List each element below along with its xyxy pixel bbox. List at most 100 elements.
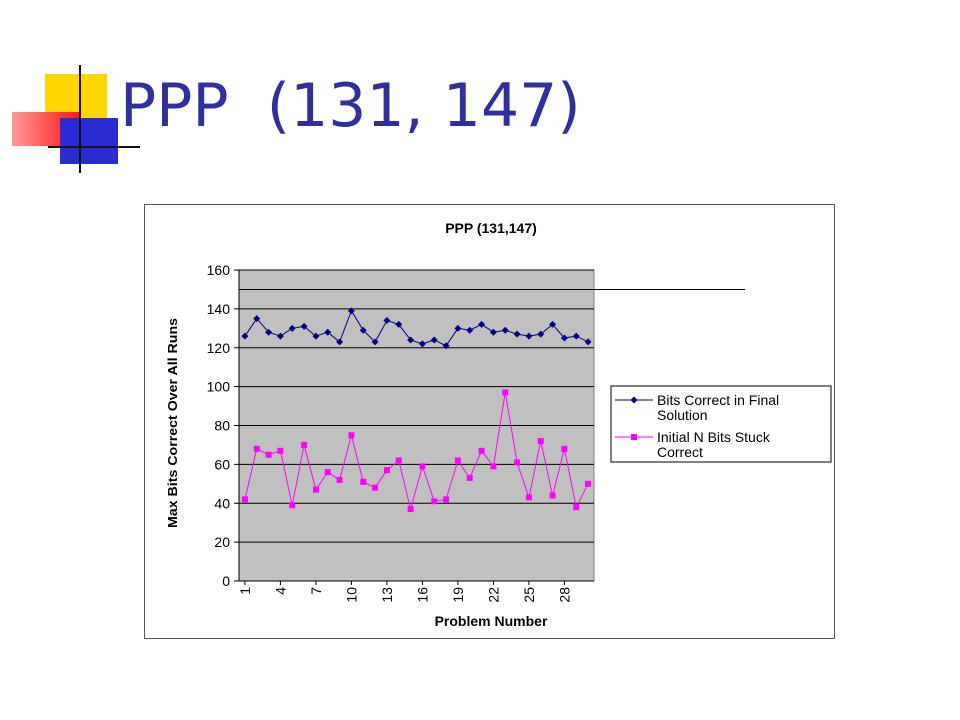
x-tick-label: 25 <box>521 587 537 603</box>
data-point <box>324 328 332 336</box>
chart-legend: Bits Correct in Final Solution Initial N… <box>610 385 832 463</box>
y-tick-label: 0 <box>222 573 230 589</box>
data-point <box>277 447 284 454</box>
data-point <box>525 494 532 501</box>
data-point <box>324 469 331 476</box>
data-point <box>501 326 509 334</box>
data-point <box>383 317 391 325</box>
y-tick-label: 100 <box>207 379 231 395</box>
y-tick-label: 120 <box>207 340 231 356</box>
series-layer <box>241 307 592 513</box>
data-point <box>478 447 485 454</box>
data-point <box>265 451 272 458</box>
data-point <box>276 332 284 340</box>
x-tick-label: 28 <box>556 587 572 603</box>
title-decoration-vertical-line <box>79 65 81 173</box>
legend-label-initial-line1: Initial N Bits Stuck <box>657 429 771 445</box>
data-point <box>301 441 308 448</box>
data-point <box>407 506 414 513</box>
data-point <box>372 484 379 491</box>
y-axis-ticks: 0 20 40 60 80 100 120 140 160 <box>207 262 240 589</box>
data-point <box>443 496 450 503</box>
data-point <box>347 307 355 315</box>
data-point <box>395 320 403 328</box>
y-tick-label: 40 <box>214 495 230 511</box>
data-point <box>572 332 580 340</box>
y-tick-label: 140 <box>207 301 231 317</box>
x-tick-label: 4 <box>272 587 288 595</box>
title-decoration-blue-square <box>60 118 118 164</box>
data-point <box>336 338 344 346</box>
data-point <box>466 326 474 334</box>
data-point <box>407 336 415 344</box>
y-tick-label: 160 <box>207 262 231 278</box>
x-tick-label: 22 <box>485 587 501 603</box>
slide-title: PPP (131, 147) <box>120 71 581 141</box>
data-point <box>585 480 592 487</box>
x-tick-label: 10 <box>343 587 359 603</box>
data-point <box>561 445 568 452</box>
data-point <box>514 459 521 466</box>
title-decoration-horizontal-line <box>48 146 140 148</box>
y-axis-title: Max Bits Correct Over All Runs <box>165 318 180 528</box>
x-tick-label: 7 <box>308 587 324 595</box>
data-point <box>513 330 521 338</box>
data-point <box>253 445 260 452</box>
data-point <box>241 496 248 503</box>
data-point <box>466 474 473 481</box>
x-tick-label: 19 <box>450 587 466 603</box>
data-point <box>300 322 308 330</box>
data-point <box>525 332 533 340</box>
y-tick-label: 80 <box>214 418 230 434</box>
data-point <box>573 504 580 511</box>
data-point <box>419 463 426 470</box>
data-point <box>584 338 592 346</box>
data-point <box>359 326 367 334</box>
data-point <box>312 332 320 340</box>
legend-box <box>610 385 832 463</box>
data-point <box>442 342 450 350</box>
x-tick-label: 13 <box>379 587 395 603</box>
data-point <box>502 389 509 396</box>
y-tick-label: 60 <box>214 456 230 472</box>
legend-label-initial: Initial N Bits Stuck Correct <box>657 429 774 460</box>
data-point <box>371 338 379 346</box>
data-point <box>490 463 497 470</box>
legend-label-final: Bits Correct in Final Solution <box>657 392 783 423</box>
data-point <box>383 467 390 474</box>
data-point <box>489 328 497 336</box>
data-point <box>360 478 367 485</box>
chart-title: PPP (131,147) <box>445 220 537 236</box>
data-point <box>560 334 568 342</box>
data-point <box>395 457 402 464</box>
y-tick-label: 20 <box>214 534 230 550</box>
data-point <box>336 476 343 483</box>
legend-label-final-line1: Bits Correct in Final <box>657 392 779 408</box>
data-point <box>537 438 544 445</box>
data-point <box>348 432 355 439</box>
data-point <box>549 492 556 499</box>
x-axis-ticks: 1 4 7 10 13 16 19 22 25 28 <box>237 580 594 603</box>
x-tick-label: 16 <box>414 587 430 603</box>
data-point <box>418 340 426 348</box>
legend-label-final-line2: Solution <box>657 407 708 423</box>
legend-label-initial-line2: Correct <box>657 444 703 460</box>
series-final <box>241 307 592 350</box>
series-line <box>244 392 589 512</box>
data-point <box>537 330 545 338</box>
data-point <box>312 486 319 493</box>
data-point <box>241 332 249 340</box>
series-initial <box>241 389 592 513</box>
data-point <box>431 498 438 505</box>
data-point <box>454 457 461 464</box>
data-point <box>430 336 438 344</box>
x-tick-label: 1 <box>237 587 253 595</box>
legend-marker-initial <box>631 434 637 440</box>
data-point <box>289 502 296 509</box>
data-point <box>265 328 273 336</box>
data-point <box>253 315 261 323</box>
x-axis-title: Problem Number <box>435 613 548 629</box>
data-point <box>288 324 296 332</box>
